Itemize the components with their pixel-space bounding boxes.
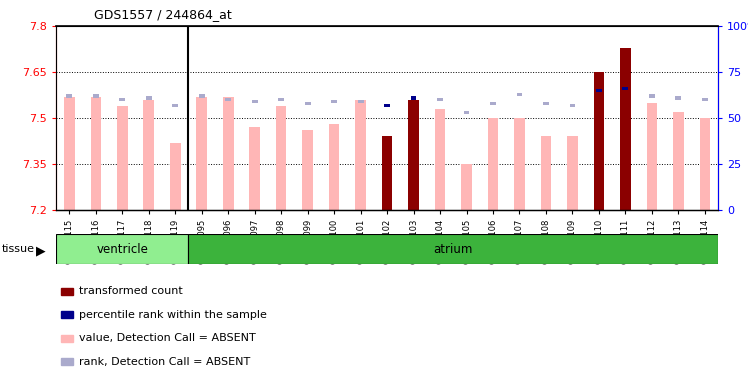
Bar <box>93 94 99 98</box>
Bar <box>355 100 366 210</box>
Bar <box>411 96 417 100</box>
Bar <box>61 288 73 295</box>
Bar <box>569 104 575 107</box>
Bar <box>462 164 472 210</box>
Bar <box>435 109 445 210</box>
Bar <box>91 97 101 210</box>
Bar <box>622 87 628 90</box>
Bar <box>490 102 496 105</box>
Bar <box>517 93 522 96</box>
Bar <box>197 97 207 210</box>
Bar <box>276 106 286 210</box>
Bar <box>541 136 551 210</box>
Bar <box>673 112 684 210</box>
Bar <box>384 104 390 107</box>
Bar <box>67 94 73 98</box>
Bar <box>302 130 313 210</box>
Bar <box>61 358 73 365</box>
Bar <box>249 128 260 210</box>
Text: tissue: tissue <box>1 244 34 254</box>
Bar <box>514 118 525 210</box>
Bar <box>144 100 154 210</box>
Bar <box>596 89 602 92</box>
Text: value, Detection Call = ABSENT: value, Detection Call = ABSENT <box>79 333 255 343</box>
Bar <box>304 102 310 105</box>
Bar <box>464 111 470 114</box>
Bar <box>61 334 73 342</box>
Bar <box>594 72 604 210</box>
Bar <box>225 98 231 101</box>
Bar <box>437 98 443 101</box>
Bar <box>120 98 125 101</box>
Bar <box>170 142 180 210</box>
Bar <box>199 94 205 98</box>
Bar <box>381 136 393 210</box>
Bar <box>331 100 337 103</box>
Bar <box>188 234 718 264</box>
Bar <box>702 98 708 101</box>
Bar <box>252 100 257 103</box>
Text: percentile rank within the sample: percentile rank within the sample <box>79 310 266 320</box>
Bar <box>278 98 284 101</box>
Bar <box>172 104 178 107</box>
Text: transformed count: transformed count <box>79 286 183 296</box>
Bar <box>567 136 577 210</box>
Bar <box>61 311 73 318</box>
Text: rank, Detection Call = ABSENT: rank, Detection Call = ABSENT <box>79 357 250 366</box>
Bar <box>488 118 498 210</box>
Bar <box>223 97 233 210</box>
Bar <box>64 97 75 210</box>
Bar <box>408 100 419 210</box>
Bar <box>646 103 657 210</box>
Bar <box>649 94 654 98</box>
Text: atrium: atrium <box>434 243 473 256</box>
Bar <box>543 102 549 105</box>
Bar <box>358 100 364 103</box>
Bar <box>699 118 710 210</box>
Text: ▶: ▶ <box>36 245 46 258</box>
Text: ventricle: ventricle <box>96 243 148 256</box>
Bar <box>329 124 340 210</box>
Text: GDS1557 / 244864_at: GDS1557 / 244864_at <box>94 8 231 21</box>
Bar <box>675 96 681 100</box>
Bar <box>56 234 188 264</box>
Bar <box>146 96 152 100</box>
Bar <box>620 48 631 210</box>
Bar <box>117 106 128 210</box>
